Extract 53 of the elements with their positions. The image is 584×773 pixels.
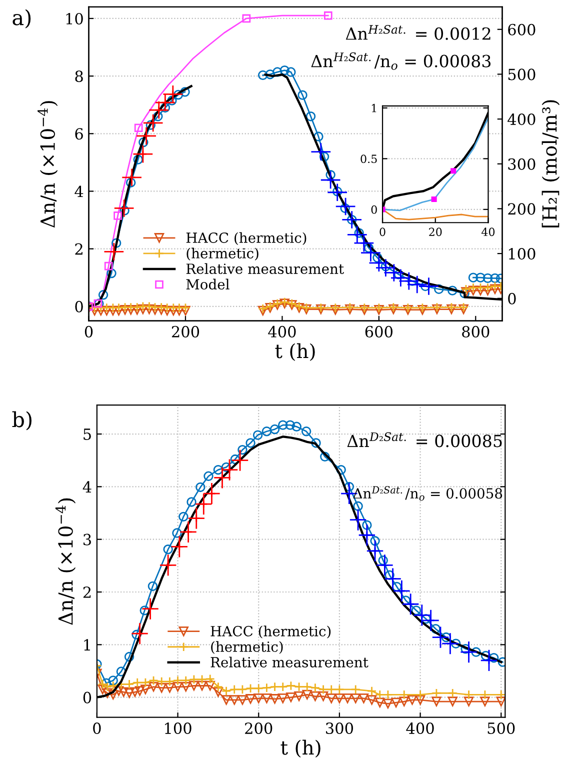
x-tick-label: 800 (462, 326, 490, 338)
legend-label: (hermetic) (211, 641, 283, 654)
text: b) (12, 411, 32, 430)
y-tick-label: 6 (75, 128, 83, 140)
x-tick-label: 300 (326, 722, 354, 734)
legend-label: Relative measurement (210, 656, 368, 668)
y2-tick-label: 600 (508, 24, 536, 36)
y2-tick-label: 300 (508, 158, 536, 170)
x-tick-label: 20 (429, 228, 442, 236)
y-tick-label: 1 (372, 104, 376, 112)
x-tick-label: 100 (165, 722, 192, 734)
x-tick-label: 0 (380, 228, 386, 236)
legend-label: Relative measurement (186, 263, 344, 274)
x-tick-label: 200 (245, 722, 272, 734)
y-tick-label: 0 (83, 692, 92, 704)
x-axis-title: t (h) (275, 343, 315, 362)
y-tick-label: 0 (75, 300, 83, 312)
y2-tick-label: 400 (508, 114, 536, 126)
legend-label: HACC (hermetic) (186, 232, 306, 245)
y-tick-label: 2 (83, 586, 91, 598)
annotation: Δn$^{H₂Sat.}$/n$_{o}$ = 0.00083 (311, 52, 491, 70)
y-tick-label: 0 (371, 205, 377, 214)
y-tick-label: 4 (82, 481, 92, 492)
y2-tick-label: 500 (508, 68, 536, 80)
text: a) (12, 9, 31, 28)
y-tick-label: 1 (84, 639, 90, 650)
annotation: Δn$^{D₂Sat.}$/n$_{o}$ = 0.00058 (353, 486, 502, 501)
legend-label: (hermetic) (186, 248, 258, 260)
y2-axis-title: [H₂] (mol/m³) (542, 100, 560, 228)
x-tick-label: 0 (93, 722, 101, 734)
y2-tick-label: 100 (508, 248, 536, 260)
x-tick-label: 40 (481, 228, 495, 236)
y2-tick-label: 0 (508, 292, 516, 304)
legend-label: HACC (hermetic) (210, 626, 331, 638)
x-tick-label: 400 (406, 722, 434, 734)
x-axis-title: t (h) (280, 740, 320, 758)
x-tick-label: 500 (488, 722, 515, 734)
annotation: Δn$^{H₂Sat.}$ = 0.0012 (346, 24, 490, 40)
legend-label: Model (186, 278, 230, 290)
x-tick-label: 400 (268, 326, 296, 338)
y-axis-title: Δn/n (×10$^{−4}$) (38, 101, 58, 228)
y-tick-label: 8 (75, 70, 83, 82)
y-tick-label: 4 (74, 186, 84, 198)
y-tick-label: 2 (75, 243, 82, 255)
annotation: Δn$^{D₂Sat.}$ = 0.00085 (347, 432, 502, 448)
y-tick-label: 3 (84, 534, 91, 546)
x-tick-label: 200 (172, 326, 200, 338)
y2-tick-label: 200 (508, 203, 536, 215)
y-axis-title: Δn/n (×10$^{−4}$) (55, 498, 76, 625)
y-tick-label: 10 (66, 12, 83, 24)
y-tick-label: 0.5 (360, 154, 377, 164)
y-tick-label: 5 (84, 428, 91, 440)
x-tick-label: 600 (365, 326, 392, 338)
